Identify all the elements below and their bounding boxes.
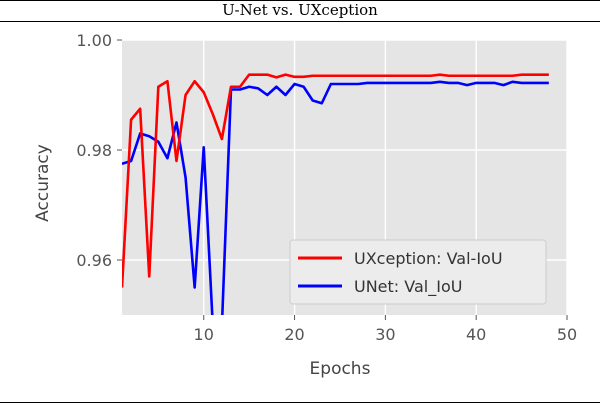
x-tick-label: 50	[557, 325, 577, 344]
x-axis-ticks: 10 20 30 40 50	[194, 315, 577, 344]
series-line-unet	[122, 80, 549, 315]
legend: UXception: Val-IoU UNet: Val_IoU	[289, 239, 547, 305]
legend-label-unet: UNet: Val_IoU	[354, 277, 462, 297]
x-tick-label: 40	[466, 325, 486, 344]
y-tick-label: 0.98	[76, 141, 112, 160]
series-lines	[122, 73, 549, 315]
legend-box	[289, 239, 547, 305]
x-tick-label: 20	[284, 325, 304, 344]
legend-label-uxception: UXception: Val-IoU	[354, 249, 503, 268]
figure-title: U-Net vs. UXception	[0, 0, 600, 22]
y-tick-label: 0.96	[76, 251, 112, 270]
x-tick-label: 10	[194, 325, 214, 344]
bottom-rule	[0, 402, 600, 403]
y-axis-ticks: 0.96 0.98 1.00	[76, 31, 122, 270]
series-line-uxception	[122, 73, 549, 288]
y-axis-label: Accuracy	[33, 144, 53, 222]
x-tick-label: 30	[375, 325, 395, 344]
y-tick-label: 1.00	[76, 31, 112, 50]
x-axis-label: Epochs	[310, 359, 371, 379]
